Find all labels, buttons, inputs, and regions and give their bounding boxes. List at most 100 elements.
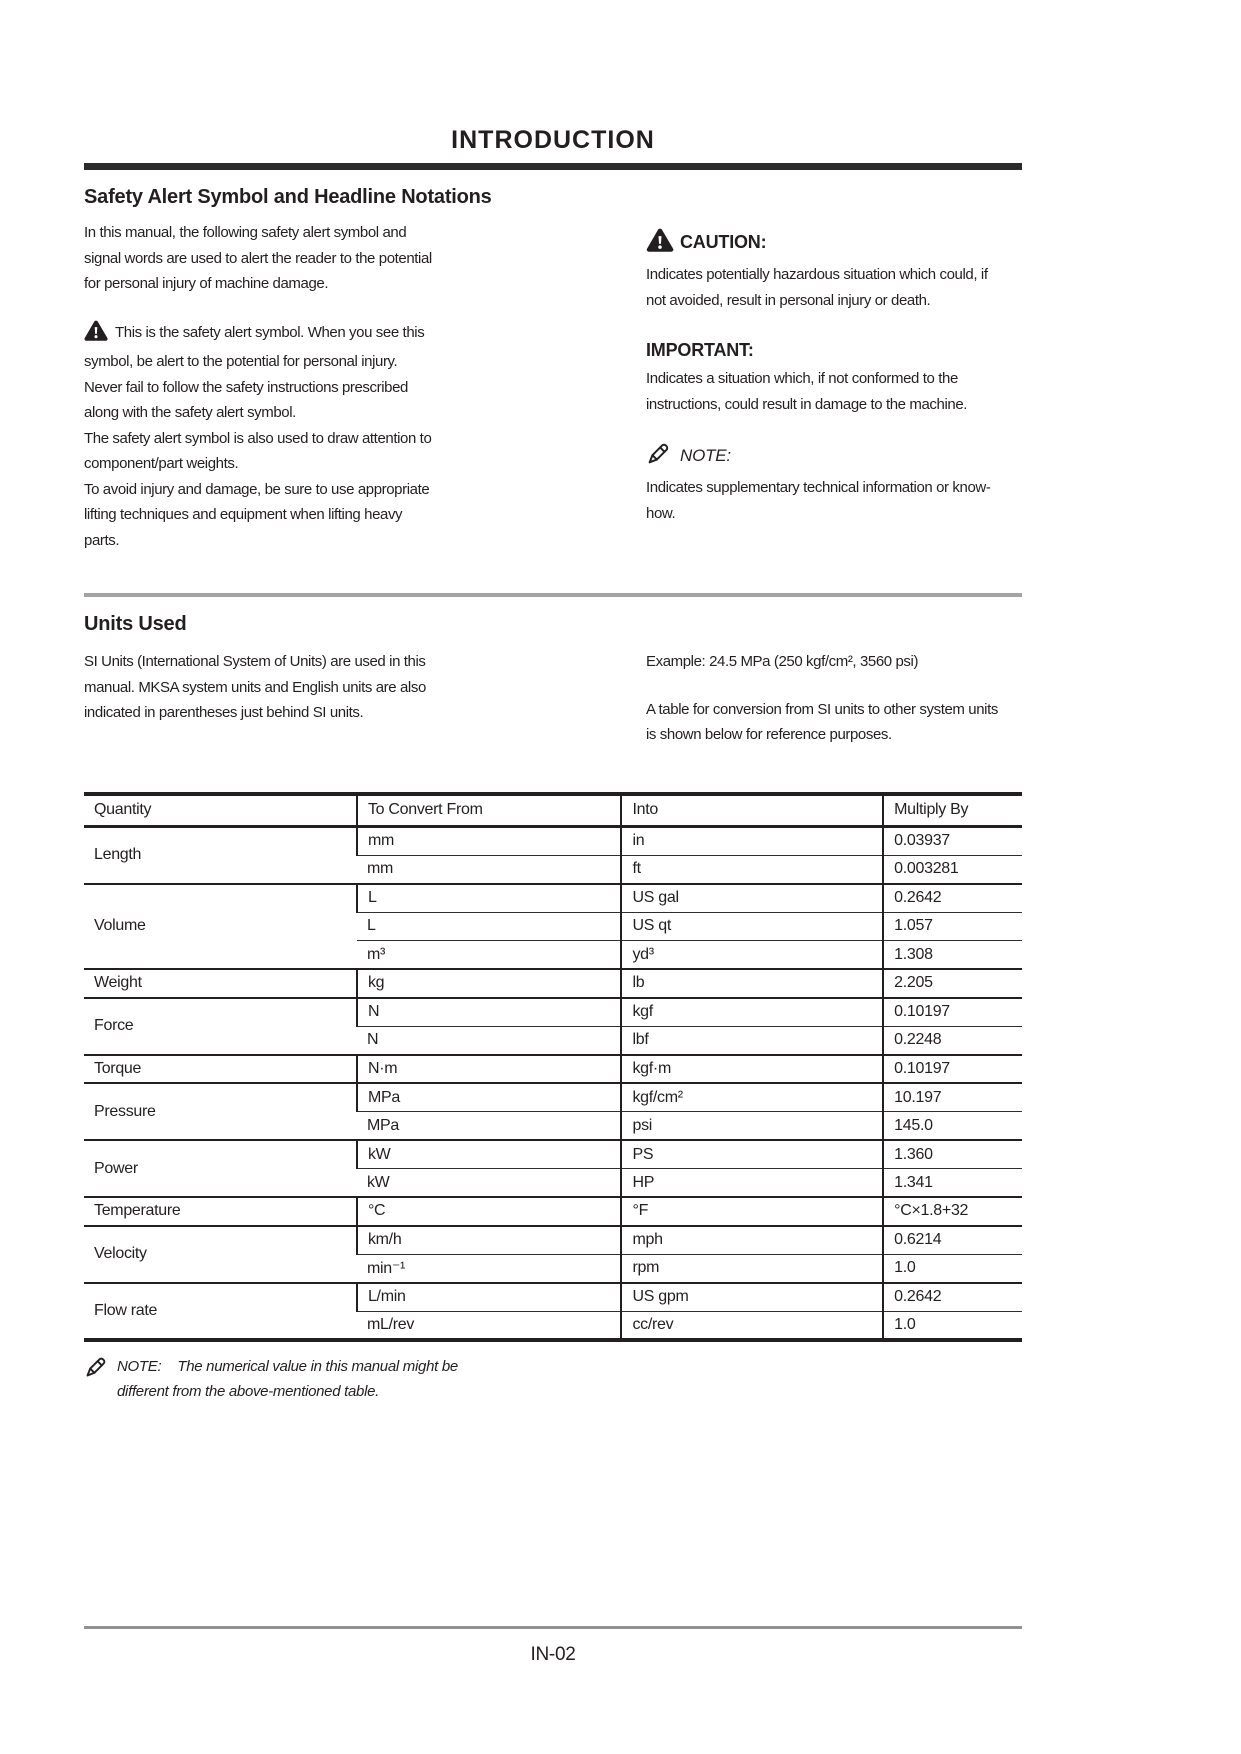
- multiply-by-cell: 1.360: [882, 1139, 1022, 1169]
- units-left-column: SI Units (International System of Units)…: [84, 649, 646, 748]
- multiply-by-cell: 0.003281: [882, 854, 1022, 884]
- table-row: L US qt 1.057: [84, 911, 1022, 941]
- caution-text: Indicates potentially hazardous situatio…: [646, 266, 988, 309]
- convert-from-cell: mm: [355, 825, 622, 855]
- caution-block: CAUTION: Indicates potentially hazardous…: [646, 228, 1022, 313]
- page-title: INTRODUCTION: [451, 126, 655, 154]
- convert-from-cell: MPa: [355, 1082, 622, 1112]
- convert-from-cell: N: [356, 1025, 622, 1055]
- table-row: mL/rev cc/rev 1.0: [84, 1310, 1022, 1340]
- multiply-by-cell: 145.0: [882, 1111, 1022, 1140]
- multiply-by-cell: 0.2642: [882, 882, 1022, 912]
- table-row: Power kW PS 1.360: [84, 1139, 1022, 1197]
- table-note-label: NOTE:: [117, 1357, 162, 1375]
- convert-from-cell: MPa: [356, 1111, 622, 1140]
- quantity-cell: Temperature: [84, 1196, 357, 1226]
- into-cell: US gal: [620, 882, 884, 912]
- quantity-cell: Power: [84, 1139, 357, 1197]
- quantity-cell: Pressure: [84, 1082, 357, 1140]
- convert-from-cell: kW: [355, 1139, 622, 1169]
- title-divider: [84, 163, 1022, 170]
- important-text: Indicates a situation which, if not conf…: [646, 370, 968, 413]
- section-divider: [84, 593, 1022, 597]
- into-cell: mph: [620, 1224, 884, 1254]
- convert-from-cell: L/min: [355, 1281, 622, 1311]
- multiply-by-cell: 0.03937: [882, 825, 1022, 855]
- units-section-heading: Units Used: [84, 613, 187, 635]
- note-label: NOTE:: [680, 446, 731, 465]
- table-row: mm ft 0.003281: [84, 854, 1022, 884]
- safety-intro-paragraph: In this manual, the following safety ale…: [84, 224, 432, 292]
- multiply-by-cell: 10.197: [882, 1082, 1022, 1112]
- multiply-by-cell: 0.6214: [882, 1224, 1022, 1254]
- table-row: Volume L US gal 0.2642: [84, 882, 1022, 969]
- important-block: IMPORTANT: Indicates a situation which, …: [646, 340, 1022, 417]
- note-block: NOTE: Indicates supplementary technical …: [646, 441, 1022, 526]
- multiply-by-cell: °C×1.8+32: [882, 1196, 1022, 1226]
- column-header-into: Into: [620, 793, 884, 828]
- safety-alert-paragraph: This is the safety alert symbol. When yo…: [84, 320, 646, 554]
- pencil-icon: [646, 441, 671, 471]
- table-row: Length mm in 0.03937: [84, 825, 1022, 884]
- quantity-cell: Torque: [84, 1053, 357, 1083]
- convert-from-cell: N: [355, 996, 622, 1026]
- units-right-paragraph: A table for conversion from SI units to …: [646, 700, 998, 744]
- into-cell: lbf: [620, 1025, 884, 1055]
- conversion-table: Quantity To Convert From Into Multiply By L…: [84, 791, 1022, 1342]
- convert-from-cell: °C: [355, 1196, 622, 1226]
- page-footer: IN-02: [84, 1626, 1022, 1666]
- table-row: m³ yd³ 1.308: [84, 940, 1022, 969]
- into-cell: kgf: [620, 996, 884, 1026]
- manual-page: INTRODUCTION Safety Alert Symbol and Hea…: [84, 0, 1022, 1404]
- column-header-to-convert-from: To Convert From: [355, 793, 622, 828]
- multiply-by-cell: 0.10197: [882, 1053, 1022, 1083]
- into-cell: HP: [620, 1168, 884, 1197]
- note-text: Indicates supplementary technical inform…: [646, 479, 991, 522]
- into-cell: cc/rev: [620, 1310, 884, 1340]
- table-row: Pressure MPa kgf/cm² 10.197: [84, 1082, 1022, 1140]
- table-note-text: NOTE: The numerical value in this manual …: [117, 1354, 458, 1404]
- convert-from-cell: N·m: [355, 1053, 622, 1083]
- warning-triangle-icon: [84, 320, 108, 350]
- convert-from-cell: L: [355, 882, 622, 912]
- column-header-multiply-by: Multiply By: [882, 793, 1022, 828]
- multiply-by-cell: 0.2642: [882, 1281, 1022, 1311]
- convert-from-cell: mL/rev: [356, 1310, 622, 1340]
- multiply-by-cell: 2.205: [882, 968, 1022, 998]
- table-row: kW HP 1.341: [84, 1168, 1022, 1197]
- safety-section: In this manual, the following safety ale…: [84, 220, 1022, 553]
- quantity-cell: Velocity: [84, 1224, 357, 1283]
- into-cell: yd³: [620, 940, 884, 969]
- convert-from-cell: kg: [355, 968, 622, 998]
- warning-triangle-icon: [646, 228, 674, 257]
- multiply-by-cell: 1.0: [882, 1310, 1022, 1340]
- quantity-cell: Weight: [84, 968, 357, 998]
- convert-from-cell: km/h: [355, 1224, 622, 1254]
- into-cell: rpm: [620, 1253, 884, 1283]
- into-cell: lb: [620, 968, 884, 998]
- convert-from-cell: mm: [356, 854, 622, 884]
- safety-right-column: CAUTION: Indicates potentially hazardous…: [646, 220, 1022, 553]
- footer-divider: [84, 1626, 1022, 1629]
- quantity-cell: Flow rate: [84, 1281, 357, 1340]
- table-note-body: The numerical value in this manual might…: [117, 1357, 458, 1400]
- into-cell: in: [620, 825, 884, 855]
- safety-section-heading: Safety Alert Symbol and Headline Notatio…: [84, 186, 492, 208]
- units-left-paragraph: SI Units (International System of Units)…: [84, 653, 426, 721]
- convert-from-cell: L: [356, 911, 622, 941]
- multiply-by-cell: 1.057: [882, 911, 1022, 941]
- into-cell: US qt: [620, 911, 884, 941]
- pencil-icon: [84, 1355, 108, 1404]
- multiply-by-cell: 1.341: [882, 1168, 1022, 1197]
- table-note: NOTE: The numerical value in this manual …: [84, 1354, 1022, 1404]
- table-row: Temperature °C °F °C×1.8+32: [84, 1196, 1022, 1226]
- multiply-by-cell: 1.308: [882, 940, 1022, 969]
- units-example: Example: 24.5 MPa (250 kgf/cm², 3560 psi…: [646, 653, 919, 670]
- convert-from-cell: min⁻¹: [356, 1253, 622, 1283]
- convert-from-cell: kW: [356, 1168, 622, 1197]
- into-cell: PS: [620, 1139, 884, 1169]
- caution-heading: CAUTION:: [646, 228, 1022, 257]
- quantity-cell: Volume: [84, 882, 357, 969]
